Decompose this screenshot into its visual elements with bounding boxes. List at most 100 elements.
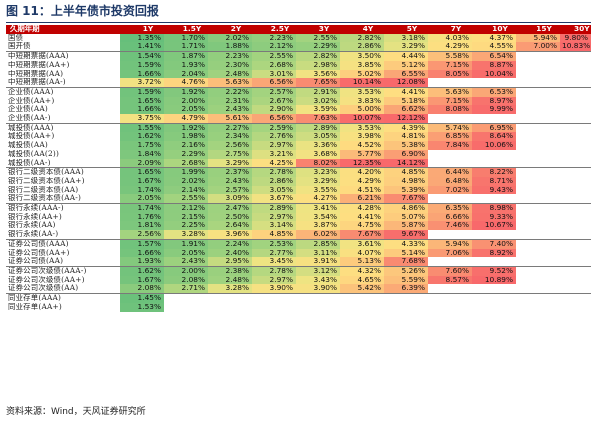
return-cell: [560, 97, 591, 106]
table-row: 中短期票据(AAA) 1.54% 1.87% 2.23% 2.55% 2.82% 3.50%…: [6, 51, 591, 61]
return-cell: 4.41%: [340, 212, 384, 222]
return-cell: 2.05%: [120, 194, 164, 204]
return-cell: [516, 78, 560, 87]
return-cell: 1.45%: [120, 293, 164, 303]
return-cell: 5.14%: [384, 248, 428, 258]
return-cell: [516, 167, 560, 177]
return-cell: 3.29%: [208, 158, 252, 168]
return-cell: [384, 303, 428, 312]
return-cell: 6.95%: [472, 122, 516, 133]
return-cell: [516, 177, 560, 186]
return-cell: 2.38%: [208, 265, 252, 276]
return-cell: 2.02%: [208, 33, 252, 43]
return-cell: 9.33%: [472, 212, 516, 222]
return-cell: 2.64%: [208, 221, 252, 231]
return-cell: 3.98%: [340, 132, 384, 142]
return-cell: [472, 257, 516, 266]
return-cell: 2.77%: [252, 248, 296, 258]
return-cell: 7.15%: [428, 96, 472, 106]
return-cell: [516, 105, 560, 114]
return-cell: [164, 303, 208, 312]
return-cell: 2.55%: [296, 33, 340, 43]
return-cell: 5.02%: [340, 69, 384, 79]
table-row: 城投债(AA(2)) 1.84% 2.29% 2.75% 3.21% 3.68% 5.77%…: [6, 149, 591, 159]
return-cell: 2.15%: [164, 212, 208, 222]
return-cell: 7.67%: [340, 230, 384, 240]
return-cell: 4.51%: [340, 185, 384, 195]
return-cell: 3.83%: [340, 96, 384, 106]
return-cell: 1.76%: [120, 212, 164, 222]
return-cell: 2.56%: [208, 141, 252, 150]
return-cell: 7.63%: [296, 114, 340, 124]
return-cell: 1.35%: [120, 33, 164, 43]
return-cell: [560, 78, 591, 87]
header-tenor: 4Y: [340, 25, 384, 34]
row-label: 企业债(AAA): [6, 86, 120, 97]
return-cell: [560, 230, 591, 239]
return-cell: 2.29%: [164, 149, 208, 159]
return-cell: 4.20%: [340, 167, 384, 177]
return-cell: 2.27%: [208, 122, 252, 133]
return-cell: [516, 238, 560, 249]
return-cell: 9.99%: [472, 105, 516, 115]
return-cell: 4.79%: [164, 114, 208, 124]
row-label: 银行永续(AAA-): [6, 203, 120, 213]
return-cell: 2.00%: [164, 265, 208, 276]
table-row: 证券公司债(AA+) 1.66% 2.05% 2.40% 2.77% 3.11% 4.07%…: [6, 248, 591, 258]
return-cell: 2.48%: [208, 69, 252, 79]
return-cell: 1.81%: [120, 221, 164, 231]
return-cell: [516, 186, 560, 195]
return-cell: 2.30%: [208, 60, 252, 70]
return-cell: 2.24%: [208, 238, 252, 249]
header-tenor: 15Y: [516, 25, 560, 34]
return-cell: 2.82%: [296, 51, 340, 61]
return-cell: [516, 284, 560, 293]
return-cell: 2.43%: [208, 105, 252, 115]
return-cell: 1.53%: [120, 302, 164, 312]
return-cell: [428, 78, 472, 87]
return-cell: 10.07%: [340, 114, 384, 124]
return-cell: 5.58%: [428, 51, 472, 61]
return-cell: 4.25%: [252, 158, 296, 168]
return-cell: 2.86%: [340, 42, 384, 52]
return-cell: [516, 97, 560, 106]
return-cell: 2.43%: [208, 176, 252, 186]
return-cell: [516, 141, 560, 150]
return-cell: 1.92%: [164, 122, 208, 133]
return-cell: 5.18%: [384, 96, 428, 106]
return-cell: [516, 213, 560, 222]
return-cell: [472, 284, 516, 293]
return-cell: 3.61%: [340, 238, 384, 249]
row-label: 银行二级资本债(AA): [8, 185, 79, 194]
figure-title: 图 11：上半年债市投资回报: [6, 4, 159, 18]
return-cell: 1.65%: [120, 96, 164, 106]
return-cell: 3.23%: [296, 167, 340, 177]
return-cell: 2.91%: [296, 86, 340, 97]
row-label: 银行永续(AA+): [8, 212, 62, 221]
return-cell: [560, 167, 591, 177]
return-cell: [516, 276, 560, 285]
return-cell: 7.15%: [428, 60, 472, 70]
return-cell: 1.62%: [120, 265, 164, 276]
return-cell: 8.22%: [472, 167, 516, 177]
return-cell: [428, 159, 472, 168]
return-cell: 3.28%: [208, 284, 252, 294]
return-cell: 3.28%: [164, 230, 208, 240]
return-cell: 3.41%: [296, 203, 340, 213]
return-cell: 1.98%: [164, 132, 208, 142]
return-cell: 1.87%: [164, 51, 208, 61]
return-cell: [164, 293, 208, 303]
return-cell: 6.53%: [472, 86, 516, 97]
return-cell: 7.84%: [428, 141, 472, 150]
return-cell: [560, 257, 591, 266]
return-cell: [516, 303, 560, 312]
return-cell: 9.43%: [472, 185, 516, 195]
row-label: 证券公司次级债(AAA-): [6, 265, 120, 276]
return-cell: 2.57%: [252, 86, 296, 97]
row-label: 证券公司债(AA): [8, 257, 64, 266]
return-cell: 6.56%: [252, 114, 296, 124]
return-cell: 3.55%: [296, 185, 340, 195]
return-cell: 4.52%: [340, 141, 384, 150]
row-label: 企业债(AA+): [8, 96, 55, 105]
return-cell: [516, 230, 560, 239]
